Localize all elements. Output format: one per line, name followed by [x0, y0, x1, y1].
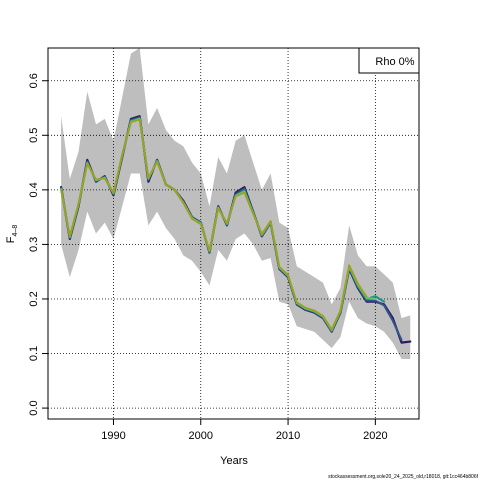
- axis-layer: 1990 2000 2010 2020 0.0 0.1 0.2 0.3 0.4 0.5 0.6: [28, 73, 388, 442]
- x-tick-label: 2010: [276, 430, 300, 442]
- grid-layer: [48, 48, 419, 419]
- y-tick-label: 0.5: [28, 128, 40, 143]
- confidence-band-layer: [61, 48, 411, 359]
- legend-box: [358, 47, 420, 74]
- y-tick-label: 0.1: [28, 346, 40, 361]
- y-tick-label: 0.3: [28, 237, 40, 252]
- legend: Rho 0%: [358, 47, 420, 74]
- footer-credit: stockassessment.org,sole20_24_2025_old,r…: [328, 474, 478, 480]
- y-axis-title-subscript: 4–8: [12, 225, 19, 237]
- confidence-band: [61, 48, 411, 359]
- x-tick-label: 2000: [189, 430, 213, 442]
- y-tick-label: 0.6: [28, 73, 40, 88]
- legend-label: Rho 0%: [375, 56, 414, 68]
- plot-frame: [47, 47, 420, 420]
- x-tick-label: 2020: [363, 430, 387, 442]
- series-layer: [59, 115, 412, 344]
- y-axis-title-main: F: [5, 236, 17, 243]
- y-axis-title: F4–8: [5, 225, 19, 244]
- series-line-5: [60, 118, 368, 331]
- y-tick-label: 0.0: [28, 400, 40, 415]
- x-tick-label: 1990: [101, 430, 125, 442]
- y-tick-label: 0.2: [28, 291, 40, 306]
- y-tick-label: 0.4: [28, 182, 40, 197]
- x-axis-title: Years: [220, 455, 248, 467]
